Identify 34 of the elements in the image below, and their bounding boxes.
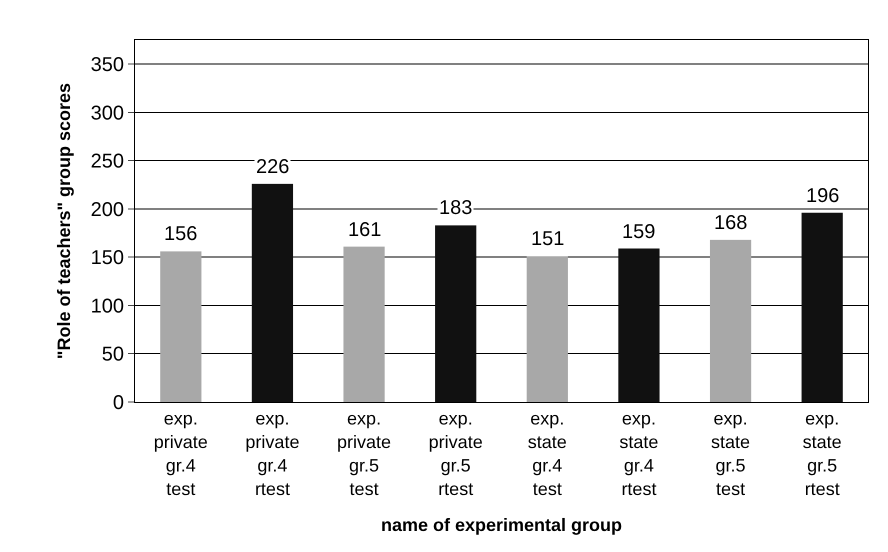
bar — [160, 251, 202, 402]
x-tick-label: exp. state gr.4 test — [528, 408, 567, 499]
x-tick-label: exp. private gr.4 rtest — [245, 408, 300, 499]
data-label: 196 — [806, 185, 840, 207]
y-tick-label: 50 — [102, 344, 124, 366]
bar — [710, 240, 752, 402]
y-axis-title: "Role of teachers" group scores — [54, 82, 74, 360]
data-label: 183 — [439, 197, 472, 219]
data-label: 151 — [531, 228, 564, 250]
y-tick-label: 200 — [90, 198, 124, 221]
bar — [252, 184, 294, 402]
x-tick-label: exp. private gr.5 test — [337, 408, 392, 499]
bar — [618, 248, 660, 402]
x-tick-label: exp. private gr.4 test — [154, 408, 208, 499]
data-label: 226 — [256, 156, 290, 178]
x-tick-label: exp. state gr.5 test — [711, 408, 750, 499]
bar — [526, 256, 568, 402]
y-tick-label: 250 — [90, 150, 124, 173]
x-tick-label: exp. state gr.5 rtest — [802, 408, 842, 499]
data-label: 168 — [714, 212, 748, 234]
x-tick-label: exp. private gr.5 rtest — [428, 408, 483, 499]
data-label: 156 — [164, 223, 198, 245]
y-tick-label: 0 — [112, 392, 124, 414]
bar — [343, 246, 385, 402]
data-label: 159 — [622, 221, 656, 243]
x-axis-title: name of experimental group — [380, 514, 622, 535]
y-tick-label: 100 — [90, 295, 124, 318]
y-tick-label: 350 — [90, 54, 124, 76]
data-label: 161 — [348, 219, 382, 241]
x-tick-label: exp. state gr.4 rtest — [619, 408, 658, 499]
y-tick-label: 300 — [90, 102, 124, 124]
bar — [802, 212, 843, 402]
y-tick-label: 150 — [90, 247, 124, 270]
bar — [435, 225, 476, 402]
